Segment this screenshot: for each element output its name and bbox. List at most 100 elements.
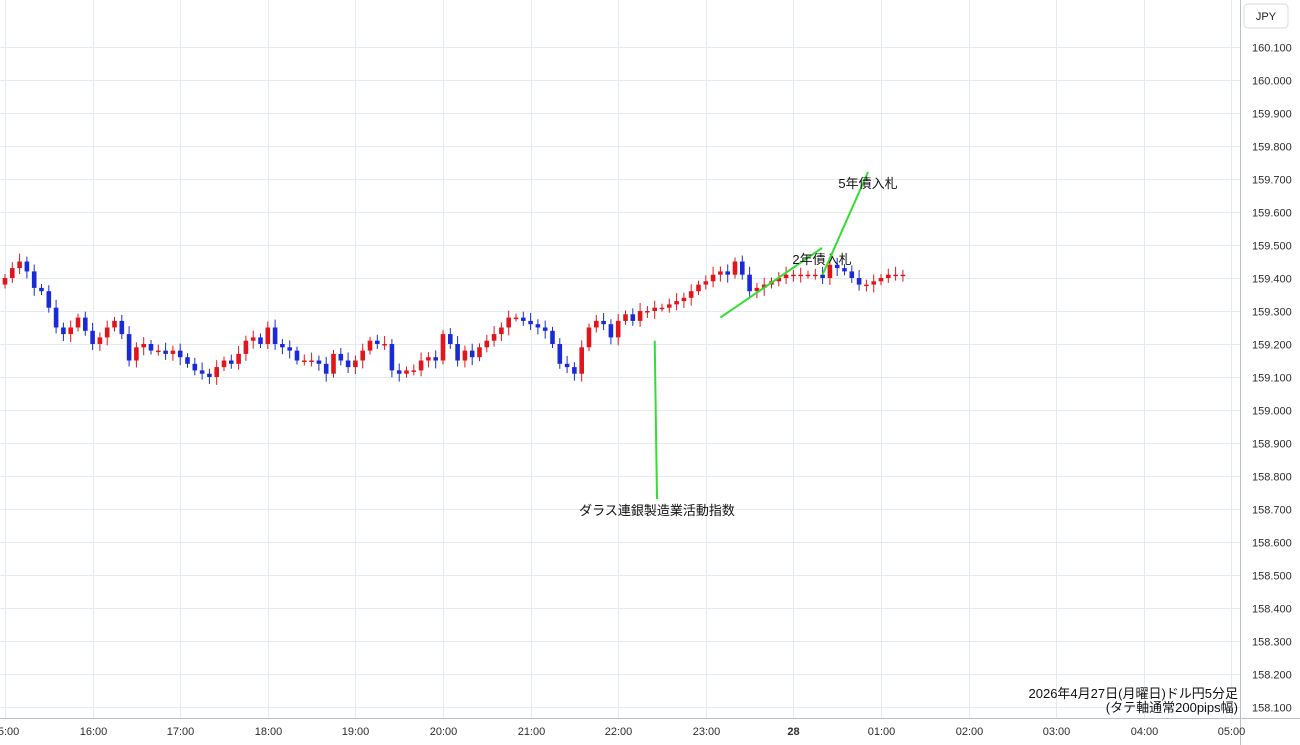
candle-body	[630, 314, 636, 321]
candle	[608, 319, 614, 345]
candle-body	[404, 370, 409, 374]
candle-body	[484, 340, 490, 348]
x-tick-label: 18:00	[255, 726, 283, 738]
annotation-label: ダラス連銀製造業活動指数	[579, 503, 735, 518]
candle	[725, 264, 730, 283]
x-tick-label: 16:00	[80, 726, 108, 738]
candle	[791, 269, 796, 282]
candle	[864, 279, 869, 292]
annotation-label: 2年債入札	[792, 252, 851, 267]
candle-body	[615, 320, 621, 338]
candle-body	[557, 344, 563, 364]
candle	[448, 328, 453, 349]
candle-body	[608, 324, 614, 338]
grid-lines	[0, 0, 1240, 718]
candle	[696, 280, 701, 296]
candle	[615, 313, 621, 346]
candle	[272, 319, 278, 350]
y-tick-label: 159.900	[1252, 109, 1292, 121]
candle-body	[10, 268, 15, 278]
candle	[229, 354, 234, 369]
candle-body	[17, 261, 22, 269]
candle	[148, 340, 154, 355]
candle	[163, 342, 168, 360]
candle-body	[426, 357, 431, 361]
candle	[462, 345, 468, 368]
candle	[331, 349, 336, 378]
x-tick-label: 28	[787, 726, 799, 738]
candle	[623, 310, 628, 325]
candle-body	[564, 363, 570, 368]
candle	[75, 313, 81, 332]
candle	[878, 274, 884, 286]
candle	[90, 322, 95, 350]
candle-body	[375, 340, 380, 344]
candle-body	[338, 353, 344, 361]
candle-body	[842, 268, 847, 272]
candle-body	[462, 350, 468, 361]
candle	[112, 316, 117, 332]
candle	[557, 338, 563, 369]
plot-background	[0, 0, 1240, 718]
candle	[375, 334, 380, 349]
candle-body	[177, 350, 183, 358]
candle-body	[309, 360, 314, 362]
currency-badge[interactable]: JPY	[1243, 3, 1289, 29]
candle	[411, 364, 417, 376]
candle-body	[156, 350, 161, 353]
candle	[39, 283, 44, 296]
candle-body	[440, 334, 446, 361]
candle	[250, 330, 256, 349]
candle-body	[258, 337, 263, 344]
candle-body	[243, 340, 249, 354]
candle-body	[163, 350, 168, 354]
candle	[849, 265, 855, 283]
candle-body	[732, 261, 738, 275]
candle	[83, 311, 88, 336]
candle	[469, 343, 475, 366]
candle-body	[68, 327, 73, 335]
candle	[345, 352, 351, 374]
candle-body	[46, 291, 52, 308]
candle-body	[360, 350, 365, 361]
candle	[747, 266, 752, 298]
candle-body	[710, 274, 716, 282]
candle-body	[353, 360, 358, 368]
annotation-leader-line	[719, 247, 823, 319]
candle-body	[900, 274, 906, 277]
candle	[813, 268, 818, 280]
candle	[820, 266, 825, 284]
candle	[710, 266, 716, 288]
candle-body	[112, 320, 117, 328]
candle	[294, 346, 300, 365]
candle	[645, 306, 650, 318]
candle-body	[367, 340, 373, 351]
y-tick-label: 158.100	[1252, 703, 1292, 715]
candle-body	[491, 334, 497, 341]
candle	[214, 360, 219, 385]
time-axis[interactable]: 15:00 16:00 17:00 18:00 19:00 20:00 21:00 22:00…	[0, 726, 1245, 738]
candle	[17, 253, 22, 275]
candle	[24, 256, 30, 279]
price-axis[interactable]: 160.100 160.000 159.900 159.800 159.700 159.6…	[1252, 43, 1292, 715]
annotation-label: 5年債入札	[838, 176, 897, 191]
candle	[594, 314, 599, 333]
candle	[338, 347, 344, 366]
candle-body	[878, 278, 884, 282]
x-tick-label: 04:00	[1131, 726, 1159, 738]
candle-body	[718, 271, 723, 275]
candle-body	[272, 327, 278, 344]
candle-body	[214, 367, 219, 377]
candle-body	[667, 304, 672, 308]
candle	[126, 326, 132, 367]
candle	[900, 269, 906, 282]
y-tick-label: 159.100	[1252, 373, 1292, 385]
y-tick-label: 158.600	[1252, 538, 1292, 550]
candle-body	[586, 327, 592, 348]
candle	[236, 345, 241, 370]
candle	[740, 255, 745, 280]
candle	[258, 333, 263, 348]
candle	[681, 292, 687, 309]
